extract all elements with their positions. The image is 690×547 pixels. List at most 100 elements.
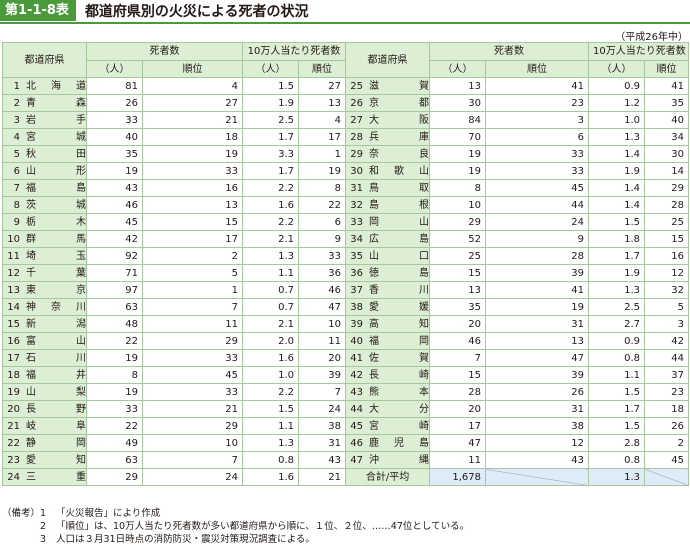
- per100k-rank-cell: 10: [297, 315, 347, 333]
- per100k-cell: 2.7: [588, 315, 646, 333]
- note-number: 2: [40, 521, 47, 532]
- prefecture-cell: 36 徳島: [345, 264, 431, 282]
- deaths-cell: 42: [86, 230, 143, 248]
- per100k-cell: 1.3: [588, 128, 646, 146]
- prefecture-name: 群馬: [26, 233, 86, 245]
- deaths-rank-cell: 6: [485, 128, 590, 146]
- header-deaths-left: 死者数: [86, 42, 243, 61]
- prefecture-number: 19: [7, 386, 20, 398]
- prefecture-number: 1: [13, 80, 20, 92]
- per100k-rank-cell: 2: [644, 434, 690, 452]
- per100k-rank-cell: 27: [297, 77, 347, 95]
- per100k-cell: 1.9: [588, 162, 646, 180]
- per100k-rank-cell: 33: [297, 247, 347, 265]
- prefecture-number: 42: [350, 369, 364, 381]
- prefecture-number: 47: [350, 454, 364, 466]
- deaths-rank-cell: 33: [485, 145, 590, 163]
- deaths-cell: 20: [429, 400, 487, 418]
- prefecture-name: 北海道: [26, 80, 86, 92]
- deaths-rank-cell: 4: [142, 77, 243, 95]
- note-text: 「火災報告」により作成: [56, 508, 161, 519]
- deaths-rank-cell: 39: [485, 264, 590, 282]
- table-row: 14 神奈川 63 7 0.7 47 38 愛媛 35 19 2.5 5: [2, 298, 690, 316]
- table-row: 4 宮城 40 18 1.7 17 28 兵庫 70 6 1.3 34: [2, 128, 690, 146]
- prefecture-cell: 33 岡山: [345, 213, 431, 231]
- per100k-cell: 2.5: [242, 111, 299, 129]
- prefecture-number: 24: [7, 471, 20, 483]
- prefecture-cell: 35 山口: [345, 247, 431, 265]
- deaths-rank-cell: 16: [142, 179, 243, 197]
- per100k-cell: 1.4: [588, 196, 646, 214]
- prefecture-cell: 45 宮崎: [345, 417, 431, 435]
- prefecture-cell: 20 長野: [2, 400, 87, 418]
- per100k-cell: 1.5: [242, 77, 299, 95]
- per100k-rank-cell: 28: [644, 196, 690, 214]
- prefecture-number: 13: [7, 284, 20, 296]
- prefecture-name: 茨城: [26, 199, 86, 211]
- deaths-cell: 63: [86, 451, 143, 469]
- table-row: 21 岐阜 22 29 1.1 38 45 宮崎 17 38 1.5 26: [2, 417, 690, 435]
- deaths-rank-cell: 45: [485, 179, 590, 197]
- per100k-rank-cell: 25: [644, 213, 690, 231]
- prefecture-name: 香川: [369, 284, 430, 296]
- prefecture-name: 鳥取: [369, 182, 430, 194]
- per100k-cell: 0.7: [242, 281, 299, 299]
- table-row: 12 千葉 71 5 1.1 36 36 徳島 15 39 1.9 12: [2, 264, 690, 282]
- per100k-rank-cell: 32: [644, 281, 690, 299]
- prefecture-number: 38: [350, 301, 364, 313]
- prefecture-name: 福島: [26, 182, 86, 194]
- prefecture-number: 4: [13, 131, 20, 143]
- deaths-cell: 33: [86, 400, 143, 418]
- prefecture-number: 20: [7, 403, 20, 415]
- deaths-rank-cell: 23: [485, 94, 590, 112]
- prefecture-name: 千葉: [26, 267, 86, 279]
- per100k-rank-cell: 30: [644, 145, 690, 163]
- deaths-rank-cell: 9: [485, 230, 590, 248]
- prefecture-name: 宮城: [26, 131, 86, 143]
- deaths-rank-cell: 28: [485, 247, 590, 265]
- header-per100k-left: 10万人当たり死者数: [241, 42, 347, 61]
- deaths-rank-cell: 2: [142, 247, 243, 265]
- deaths-rank-cell: 15: [142, 213, 243, 231]
- deaths-rank-cell: 33: [142, 383, 243, 401]
- prefecture-cell: 9 栃木: [2, 213, 87, 231]
- prefecture-cell: 29 奈良: [345, 145, 431, 163]
- header-count: （人）: [429, 60, 487, 78]
- period-label: （平成26年中）: [615, 32, 688, 43]
- prefecture-name: 宮崎: [369, 420, 430, 432]
- prefecture-number: 7: [13, 182, 20, 194]
- prefecture-number: 23: [7, 454, 20, 466]
- prefecture-name: 熊本: [369, 386, 430, 398]
- deaths-rank-cell: 7: [142, 298, 243, 316]
- deaths-cell: 30: [429, 94, 487, 112]
- table-row: 16 富山 22 29 2.0 11 40 福岡 46 13 0.9 42: [2, 332, 690, 350]
- per100k-cell: 3.3: [242, 145, 299, 163]
- deaths-cell: 47: [429, 434, 487, 452]
- per100k-rank-cell: 20: [297, 349, 347, 367]
- prefecture-number: 28: [350, 131, 364, 143]
- per100k-rank-cell: 16: [644, 247, 690, 265]
- table-row: 9 栃木 45 15 2.2 6 33 岡山 29 24 1.5 25: [2, 213, 690, 231]
- page-title: 都道府県別の火災による死者の状況: [84, 3, 309, 20]
- per100k-cell: 1.9: [242, 94, 299, 112]
- prefecture-number: 11: [7, 250, 20, 262]
- per100k-cell: 2.0: [242, 332, 299, 350]
- deaths-rank-cell: 3: [485, 111, 590, 129]
- prefecture-number: 34: [350, 233, 364, 245]
- per100k-cell: 1.7: [588, 400, 646, 418]
- deaths-rank-cell: 5: [142, 264, 243, 282]
- average-per100k-cell: 1.3: [588, 468, 646, 486]
- header-rank: 順位: [142, 60, 243, 78]
- per100k-rank-cell: 41: [644, 77, 690, 95]
- table-row: 2 青森 26 27 1.9 13 26 京都 30 23 1.2 35: [2, 94, 690, 112]
- deaths-cell: 19: [86, 383, 143, 401]
- deaths-cell: 20: [429, 315, 487, 333]
- prefecture-name: 岡山: [369, 216, 430, 228]
- deaths-rank-cell: 13: [485, 332, 590, 350]
- deaths-cell: 10: [429, 196, 487, 214]
- per100k-rank-cell: 12: [644, 264, 690, 282]
- prefecture-cell: 25 滋賀: [345, 77, 431, 95]
- per100k-cell: 1.3: [588, 281, 646, 299]
- deaths-rank-cell: 41: [485, 281, 590, 299]
- per100k-rank-cell: 1: [297, 145, 347, 163]
